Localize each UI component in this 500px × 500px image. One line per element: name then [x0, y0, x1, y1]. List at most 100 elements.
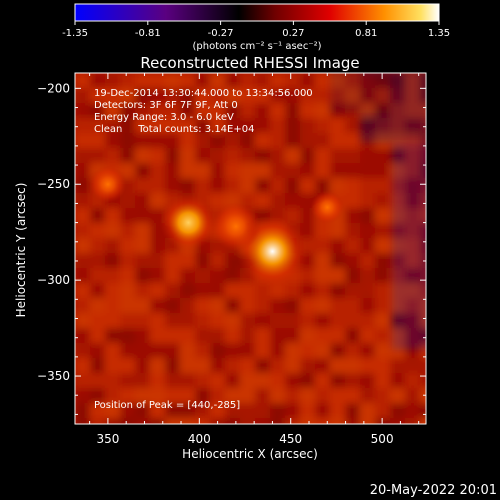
texture-cell — [105, 283, 120, 298]
texture-cell — [75, 238, 90, 253]
texture-cell — [135, 223, 150, 238]
texture-cell — [345, 133, 360, 148]
texture-cell — [165, 298, 180, 313]
colorbar-tick-label: 0.27 — [282, 28, 304, 39]
texture-cell — [375, 73, 390, 88]
texture-cell — [420, 163, 426, 178]
heatmap-sources — [89, 165, 345, 288]
texture-cell — [135, 238, 150, 253]
texture-cell — [180, 163, 195, 178]
texture-cell — [285, 178, 300, 193]
texture-cell — [405, 283, 420, 298]
texture-cell — [195, 373, 210, 388]
texture-cell — [135, 133, 150, 148]
texture-cell — [390, 163, 405, 178]
texture-cell — [150, 133, 165, 148]
texture-cell — [165, 148, 180, 163]
texture-cell — [405, 373, 420, 388]
texture-cell — [225, 118, 240, 133]
heatmap-image — [75, 73, 426, 424]
texture-cell — [105, 133, 120, 148]
texture-cell — [285, 208, 300, 223]
texture-cell — [120, 388, 135, 403]
texture-cell — [390, 118, 405, 133]
colorbar-tick-label: 0.81 — [355, 28, 377, 39]
texture-cell — [375, 193, 390, 208]
texture-cell — [225, 283, 240, 298]
texture-cell — [330, 328, 345, 343]
texture-cell — [75, 208, 90, 223]
texture-cell — [345, 193, 360, 208]
texture-cell — [150, 373, 165, 388]
texture-cell — [105, 358, 120, 373]
texture-cell — [270, 313, 285, 328]
x-tick-label: 400 — [188, 432, 211, 446]
texture-cell — [165, 328, 180, 343]
texture-cell — [225, 88, 240, 103]
texture-cell — [135, 313, 150, 328]
texture-cell — [180, 283, 195, 298]
texture-cell — [105, 253, 120, 268]
texture-cell — [330, 313, 345, 328]
chart-title: Reconstructed RHESSI Image — [140, 54, 359, 72]
texture-cell — [405, 178, 420, 193]
texture-cell — [240, 148, 255, 163]
texture-cell — [120, 298, 135, 313]
annotation-peak-position: Position of Peak = [440,-285] — [94, 400, 240, 411]
texture-cell — [285, 388, 300, 403]
texture-cell — [255, 73, 270, 88]
texture-cell — [180, 133, 195, 148]
texture-cell — [405, 388, 420, 403]
texture-cell — [390, 73, 405, 88]
texture-cell — [180, 373, 195, 388]
texture-cell — [105, 118, 120, 133]
texture-cell — [75, 358, 90, 373]
texture-cell — [390, 208, 405, 223]
texture-cell — [165, 133, 180, 148]
texture-cell — [195, 73, 210, 88]
texture-cell — [105, 373, 120, 388]
texture-cell — [225, 418, 240, 424]
texture-cell — [210, 373, 225, 388]
texture-cell — [135, 88, 150, 103]
texture-cell — [180, 268, 195, 283]
texture-cell — [315, 328, 330, 343]
texture-cell — [285, 313, 300, 328]
x-axis: 350 400 450 500 — [89, 73, 420, 446]
texture-cell — [390, 313, 405, 328]
texture-cell — [405, 163, 420, 178]
texture-cell — [240, 178, 255, 193]
texture-cell — [420, 283, 426, 298]
texture-cell — [375, 388, 390, 403]
texture-cell — [255, 343, 270, 358]
texture-cell — [405, 223, 420, 238]
texture-cell — [75, 313, 90, 328]
texture-cell — [90, 388, 105, 403]
texture-cell — [360, 163, 375, 178]
annotation-clean: Clean Total counts: 3.14E+04 — [94, 124, 254, 135]
texture-cell — [255, 358, 270, 373]
texture-cell — [90, 268, 105, 283]
texture-cell — [180, 253, 195, 268]
texture-cell — [210, 343, 225, 358]
texture-cell — [345, 343, 360, 358]
texture-cell — [390, 373, 405, 388]
texture-cell — [375, 298, 390, 313]
texture-cell — [165, 253, 180, 268]
texture-cell — [390, 238, 405, 253]
texture-cell — [300, 418, 315, 424]
texture-cell — [210, 358, 225, 373]
y-tick-label: −200 — [37, 81, 70, 95]
texture-cell — [225, 403, 240, 418]
texture-cell — [255, 388, 270, 403]
texture-cell — [405, 328, 420, 343]
texture-cell — [375, 118, 390, 133]
texture-cell — [360, 298, 375, 313]
texture-cell — [150, 298, 165, 313]
texture-cell — [330, 148, 345, 163]
colorbar-tick-label: -0.27 — [208, 28, 234, 39]
texture-cell — [195, 388, 210, 403]
texture-cell — [420, 268, 426, 283]
texture-cell — [420, 358, 426, 373]
